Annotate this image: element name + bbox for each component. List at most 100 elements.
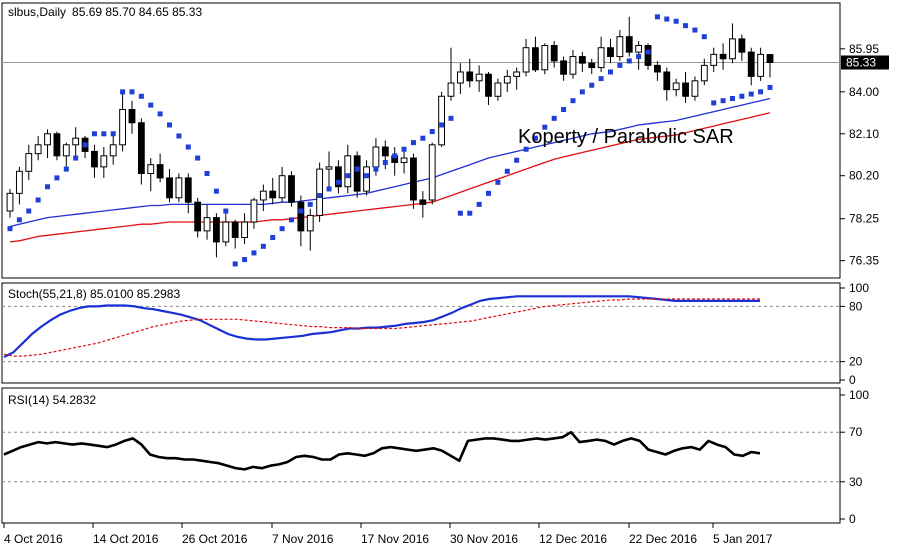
sar-dot [129, 89, 135, 95]
candle-body [269, 190, 277, 199]
candle-body [241, 221, 248, 238]
candle-body [344, 155, 352, 188]
symbol-label: slbus,Daily [8, 5, 66, 19]
candle-body [288, 175, 295, 203]
sar-dot [213, 188, 219, 194]
candle-body [100, 155, 108, 168]
candle-body [381, 146, 389, 157]
sar-dot [542, 124, 548, 130]
candle [747, 47, 755, 86]
sar-dot [317, 193, 323, 199]
annotation-label: Koperty / Parabolic SAR [518, 126, 734, 148]
candle [147, 158, 155, 192]
sar-dot [204, 170, 210, 176]
candle-body [719, 53, 727, 60]
sar-dot [410, 140, 416, 146]
candle [597, 36, 605, 72]
candle-body [447, 82, 455, 97]
candle [438, 91, 446, 148]
candle-body [250, 199, 258, 223]
sar-dot [664, 16, 670, 22]
sar-dot [504, 168, 510, 174]
candle [166, 169, 173, 203]
sar-dot [654, 14, 660, 20]
candle [175, 173, 183, 203]
candle [316, 162, 324, 223]
sar-dot [307, 201, 313, 207]
sar-dot [561, 107, 567, 113]
sar-dot [101, 131, 107, 137]
candle-body [184, 177, 192, 203]
candle-body [400, 157, 408, 163]
candle-body [532, 47, 539, 71]
candle [269, 177, 277, 205]
stoch-signal-line [3, 298, 760, 357]
candle [663, 67, 671, 101]
candle-body [53, 133, 61, 157]
time-tick-label: 22 Dec 2016 [629, 532, 697, 546]
candle-body [456, 71, 464, 84]
sar-dot [457, 210, 463, 216]
sar-dot [711, 100, 717, 106]
stochastic-axis: 100 80 20 0 [840, 281, 869, 387]
candle-body [485, 73, 492, 97]
sar-dot [26, 208, 32, 214]
sar-dot [176, 133, 182, 139]
candle-body [710, 53, 718, 66]
sar-dot [354, 166, 360, 172]
sar-dot [82, 142, 88, 148]
price-tick-label: 82.10 [849, 127, 879, 141]
candle-body [44, 133, 51, 146]
time-tick-label: 12 Dec 2016 [539, 532, 607, 546]
candle-body [372, 146, 380, 168]
candle-body [729, 38, 736, 60]
candle [109, 135, 117, 165]
candle [325, 151, 333, 189]
sar-dot [54, 175, 60, 181]
rsi-tick-label: 100 [849, 388, 869, 402]
candle [184, 173, 192, 214]
candle-body [691, 80, 699, 97]
sar-dot [63, 166, 69, 172]
candle [447, 47, 455, 101]
sar-dot [288, 217, 294, 223]
candle [691, 76, 699, 101]
sar-dot [683, 23, 689, 29]
sar-dot [279, 226, 285, 232]
candle-body [597, 47, 605, 69]
candle [137, 118, 145, 185]
candle-body [353, 155, 361, 192]
candle-body [410, 157, 417, 201]
candle [513, 67, 521, 90]
current-price-tag: 85.33 [841, 56, 889, 70]
candle-body [175, 177, 183, 199]
candle-body [363, 166, 370, 192]
rsi-line [2, 430, 840, 483]
candle [644, 43, 652, 70]
candle-body [194, 201, 202, 232]
candle-body [625, 36, 633, 53]
rsi-axis: 100 70 30 0 [840, 388, 869, 526]
candle [729, 23, 736, 64]
sar-dot [514, 157, 520, 163]
sar-dot [35, 197, 41, 203]
candle-body [91, 150, 98, 168]
candle [231, 219, 239, 249]
parabolic-sar [7, 14, 773, 267]
candle-body [306, 214, 314, 232]
stochastic-lines [2, 295, 840, 363]
time-tick-label: 7 Nov 2016 [272, 532, 334, 546]
time-tick-label: 14 Oct 2016 [93, 532, 159, 546]
ma-blue-line [9, 97, 771, 228]
candle [6, 188, 14, 218]
candle-body [616, 36, 624, 58]
candle-body [438, 95, 446, 146]
candle [719, 43, 727, 70]
sar-dot [758, 89, 764, 95]
candle [588, 58, 596, 75]
sar-dot [532, 135, 538, 141]
sar-dot [120, 89, 126, 95]
sar-dot [260, 243, 266, 249]
sar-dot [607, 69, 613, 75]
sar-dot [626, 58, 632, 64]
